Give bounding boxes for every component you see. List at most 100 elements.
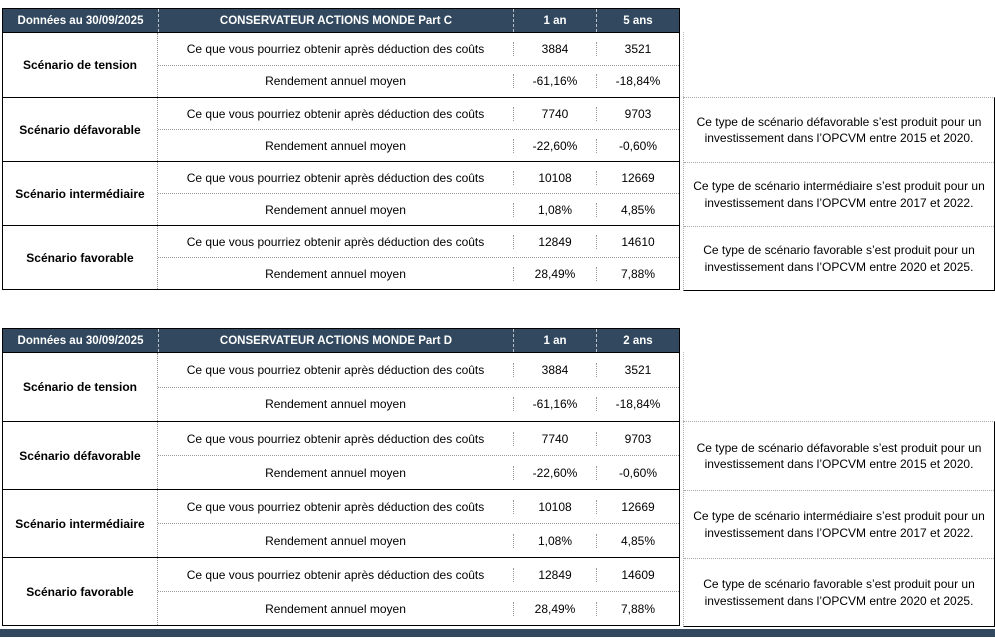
outcome-label: Ce que vous pourriez obtenir après déduc…: [186, 567, 485, 582]
outcome-value-p1: 10108: [513, 170, 596, 185]
period-2-header: 2 ans: [596, 329, 679, 352]
data-date-cell: Données au 30/09/2025: [17, 14, 144, 27]
table-row: Rendement annuel moyen 1,08% 4,85%: [158, 523, 679, 557]
table-row: Rendement annuel moyen 28,49% 7,88%: [158, 257, 679, 289]
outcome-value-p1: -22,60%: [513, 138, 596, 153]
table-row: Ce que vous pourriez obtenir après déduc…: [158, 353, 679, 387]
scenario-table-part-d: Données au 30/09/2025 CONSERVATEUR ACTIO…: [2, 328, 995, 627]
outcome-value-p2: -0,60%: [596, 138, 679, 153]
outcome-label: Rendement annuel moyen: [265, 533, 406, 548]
outcome-label: Ce que vous pourriez obtenir après déduc…: [186, 234, 485, 249]
comment-intermediaire: Ce type de scénario intermédiaire s’est …: [684, 162, 994, 226]
outcome-value-p2: -18,84%: [596, 397, 679, 412]
table-row: Rendement annuel moyen -61,16% -18,84%: [158, 64, 679, 98]
scenario-group-tension: Scénario de tension Ce que vous pourriez…: [3, 353, 679, 421]
outcome-label: Rendement annuel moyen: [265, 397, 406, 412]
outcome-value-p2: 14610: [596, 234, 679, 249]
outcome-label: Rendement annuel moyen: [265, 465, 406, 480]
outcome-value-p2: 14609: [596, 567, 679, 582]
comments-boxes: Ce type de scénario défavorable s’est pr…: [683, 421, 995, 627]
scenario-comments-column: Ce type de scénario défavorable s’est pr…: [683, 328, 995, 627]
outcome-value-p1: 1,08%: [513, 202, 596, 217]
table-header-row: Données au 30/09/2025 CONSERVATEUR ACTIO…: [3, 9, 679, 33]
outcome-value-p2: 4,85%: [596, 202, 679, 217]
table-row: Ce que vous pourriez obtenir après déduc…: [158, 162, 679, 193]
outcome-value-p1: 12849: [513, 234, 596, 249]
comments-boxes: Ce type de scénario défavorable s’est pr…: [683, 97, 995, 291]
scenario-group-tension: Scénario de tension Ce que vous pourriez…: [3, 33, 679, 97]
outcome-label: Rendement annuel moyen: [265, 138, 406, 153]
comment-defavorable: Ce type de scénario défavorable s’est pr…: [696, 114, 982, 145]
scenario-group-defavorable: Scénario défavorable Ce que vous pourrie…: [3, 421, 679, 489]
outcome-value-p1: 28,49%: [513, 601, 596, 616]
table-row: Rendement annuel moyen 28,49% 7,88%: [158, 591, 679, 625]
outcome-label: Rendement annuel moyen: [265, 74, 406, 89]
outcome-label: Ce que vous pourriez obtenir après déduc…: [186, 106, 485, 121]
period-1-header: 1 an: [513, 329, 596, 352]
performance-table: Données au 30/09/2025 CONSERVATEUR ACTIO…: [2, 8, 680, 290]
performance-table: Données au 30/09/2025 CONSERVATEUR ACTIO…: [2, 328, 680, 626]
scenario-name: Scénario défavorable: [3, 422, 158, 489]
outcome-value-p1: 3884: [513, 41, 596, 56]
outcome-label: Rendement annuel moyen: [265, 601, 406, 616]
outcome-value-p2: 3521: [596, 362, 679, 377]
outcome-value-p2: 7,88%: [596, 601, 679, 616]
table-row: Ce que vous pourriez obtenir après déduc…: [158, 33, 679, 65]
outcome-value-p1: -22,60%: [513, 465, 596, 480]
scenario-name: Scénario de tension: [3, 33, 158, 97]
outcome-label: Ce que vous pourriez obtenir après déduc…: [186, 170, 485, 185]
outcome-label: Ce que vous pourriez obtenir après déduc…: [186, 362, 485, 377]
comment-defavorable: Ce type de scénario défavorable s’est pr…: [696, 440, 982, 471]
comment-favorable: Ce type de scénario favorable s’est prod…: [684, 226, 994, 290]
outcome-value-p1: 3884: [513, 362, 596, 377]
comments-spacer: [683, 32, 995, 97]
scenario-name: Scénario intermédiaire: [3, 162, 158, 225]
table-row: Ce que vous pourriez obtenir après déduc…: [158, 490, 679, 523]
outcome-label: Ce que vous pourriez obtenir après déduc…: [186, 41, 485, 56]
outcome-value-p1: -61,16%: [513, 74, 596, 89]
scenario-name: Scénario défavorable: [3, 98, 158, 161]
scenario-group-favorable: Scénario favorable Ce que vous pourriez …: [3, 557, 679, 625]
scenario-group-defavorable: Scénario défavorable Ce que vous pourrie…: [3, 97, 679, 161]
table-row: Ce que vous pourriez obtenir après déduc…: [158, 558, 679, 591]
outcome-value-p1: 28,49%: [513, 266, 596, 281]
outcome-value-p2: -0,60%: [596, 465, 679, 480]
scenario-name: Scénario favorable: [3, 558, 158, 625]
outcome-value-p1: -61,16%: [513, 397, 596, 412]
outcome-value-p2: 9703: [596, 431, 679, 446]
scenario-table-part-c: Données au 30/09/2025 CONSERVATEUR ACTIO…: [2, 8, 995, 291]
comment-favorable: Ce type de scénario favorable s’est prod…: [684, 558, 994, 626]
outcome-value-p2: -18,84%: [596, 74, 679, 89]
outcome-value-p1: 10108: [513, 499, 596, 514]
outcome-label: Ce que vous pourriez obtenir après déduc…: [186, 431, 485, 446]
table-row: Rendement annuel moyen -22,60% -0,60%: [158, 129, 679, 161]
table-row: Ce que vous pourriez obtenir après déduc…: [158, 226, 679, 257]
scenario-group-intermediaire: Scénario intermédiaire Ce que vous pourr…: [3, 161, 679, 225]
outcome-value-p1: 7740: [513, 106, 596, 121]
table-row: Ce que vous pourriez obtenir après déduc…: [158, 98, 679, 129]
data-date-cell: Données au 30/09/2025: [17, 334, 144, 347]
table-row: Rendement annuel moyen 1,08% 4,85%: [158, 193, 679, 225]
outcome-value-p2: 12669: [596, 170, 679, 185]
outcome-value-p2: 9703: [596, 106, 679, 121]
scenario-name: Scénario favorable: [3, 226, 158, 289]
table-row: Rendement annuel moyen -22,60% -0,60%: [158, 455, 679, 489]
comment-intermediaire: Ce type de scénario intermédiaire s’est …: [684, 490, 994, 558]
outcome-value-p2: 12669: [596, 499, 679, 514]
period-1-header: 1 an: [513, 9, 596, 32]
scenario-name: Scénario de tension: [3, 353, 158, 421]
scenario-group-intermediaire: Scénario intermédiaire Ce que vous pourr…: [3, 489, 679, 557]
outcome-label: Rendement annuel moyen: [265, 266, 406, 281]
scenario-comments-column: Ce type de scénario défavorable s’est pr…: [683, 8, 995, 291]
period-2-header: 5 ans: [596, 9, 679, 32]
outcome-value-p2: 3521: [596, 41, 679, 56]
table-row: Rendement annuel moyen -61,16% -18,84%: [158, 386, 679, 422]
comments-spacer: [683, 352, 995, 421]
bottom-accent-bar: [0, 629, 995, 637]
outcome-label: Rendement annuel moyen: [265, 202, 406, 217]
product-name-cell: CONSERVATEUR ACTIONS MONDE Part D: [158, 329, 513, 352]
table-row: Ce que vous pourriez obtenir après déduc…: [158, 422, 679, 455]
outcome-label: Ce que vous pourriez obtenir après déduc…: [186, 499, 485, 514]
scenario-name: Scénario intermédiaire: [3, 490, 158, 557]
outcome-value-p2: 4,85%: [596, 533, 679, 548]
